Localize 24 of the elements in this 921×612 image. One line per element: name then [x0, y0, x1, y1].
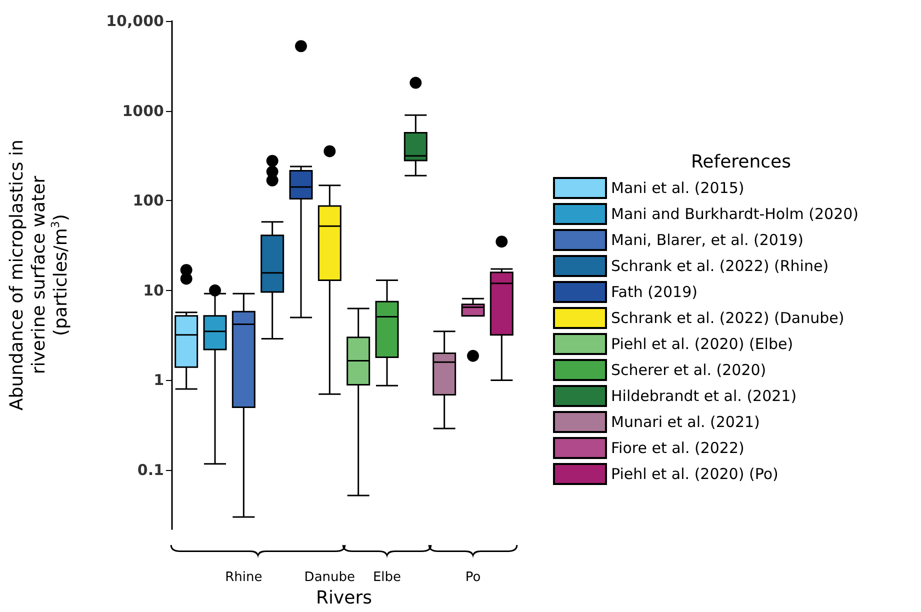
legend-title: References — [690, 152, 792, 172]
legend-label: Fath (2019) — [611, 283, 698, 301]
y-tick-label: 1 — [154, 371, 164, 390]
y-tick-label: 10,000 — [106, 12, 164, 30]
legend-label: Schrank et al. (2022) (Rhine) — [611, 257, 829, 275]
legend-label: Mani and Burkhardt-Holm (2020) — [611, 205, 859, 223]
y-tick-label: 10 — [143, 281, 164, 300]
y-tick-label: 0.1 — [137, 461, 164, 480]
legend-label: Scherer et al. (2020) — [611, 361, 766, 379]
x-tick-label: Elbe — [372, 570, 402, 586]
legend-label: Schrank et al. (2022) (Danube) — [611, 309, 844, 327]
x-tick-label: Po — [465, 570, 481, 586]
legend-label: Piehl et al. (2020) (Elbe) — [611, 335, 794, 353]
legend-label: Hildebrandt et al. (2021) — [611, 387, 797, 405]
legend-label: Mani, Blarer, et al. (2019) — [611, 231, 804, 249]
x-tick-label: Danube — [304, 570, 356, 586]
legend-label: Mani et al. (2015) — [611, 179, 744, 197]
legend-label: Piehl et al. (2020) (Po) — [611, 465, 778, 483]
x-tick-label: Rhine — [225, 570, 262, 586]
y-tick-label: 1000 — [122, 102, 164, 120]
legend-label: Munari et al. (2021) — [611, 413, 760, 431]
legend-label: Fiore et al. (2022) — [611, 439, 744, 457]
y-tick-label: 100 — [132, 192, 164, 210]
x-axis-title: Rivers — [316, 588, 372, 608]
